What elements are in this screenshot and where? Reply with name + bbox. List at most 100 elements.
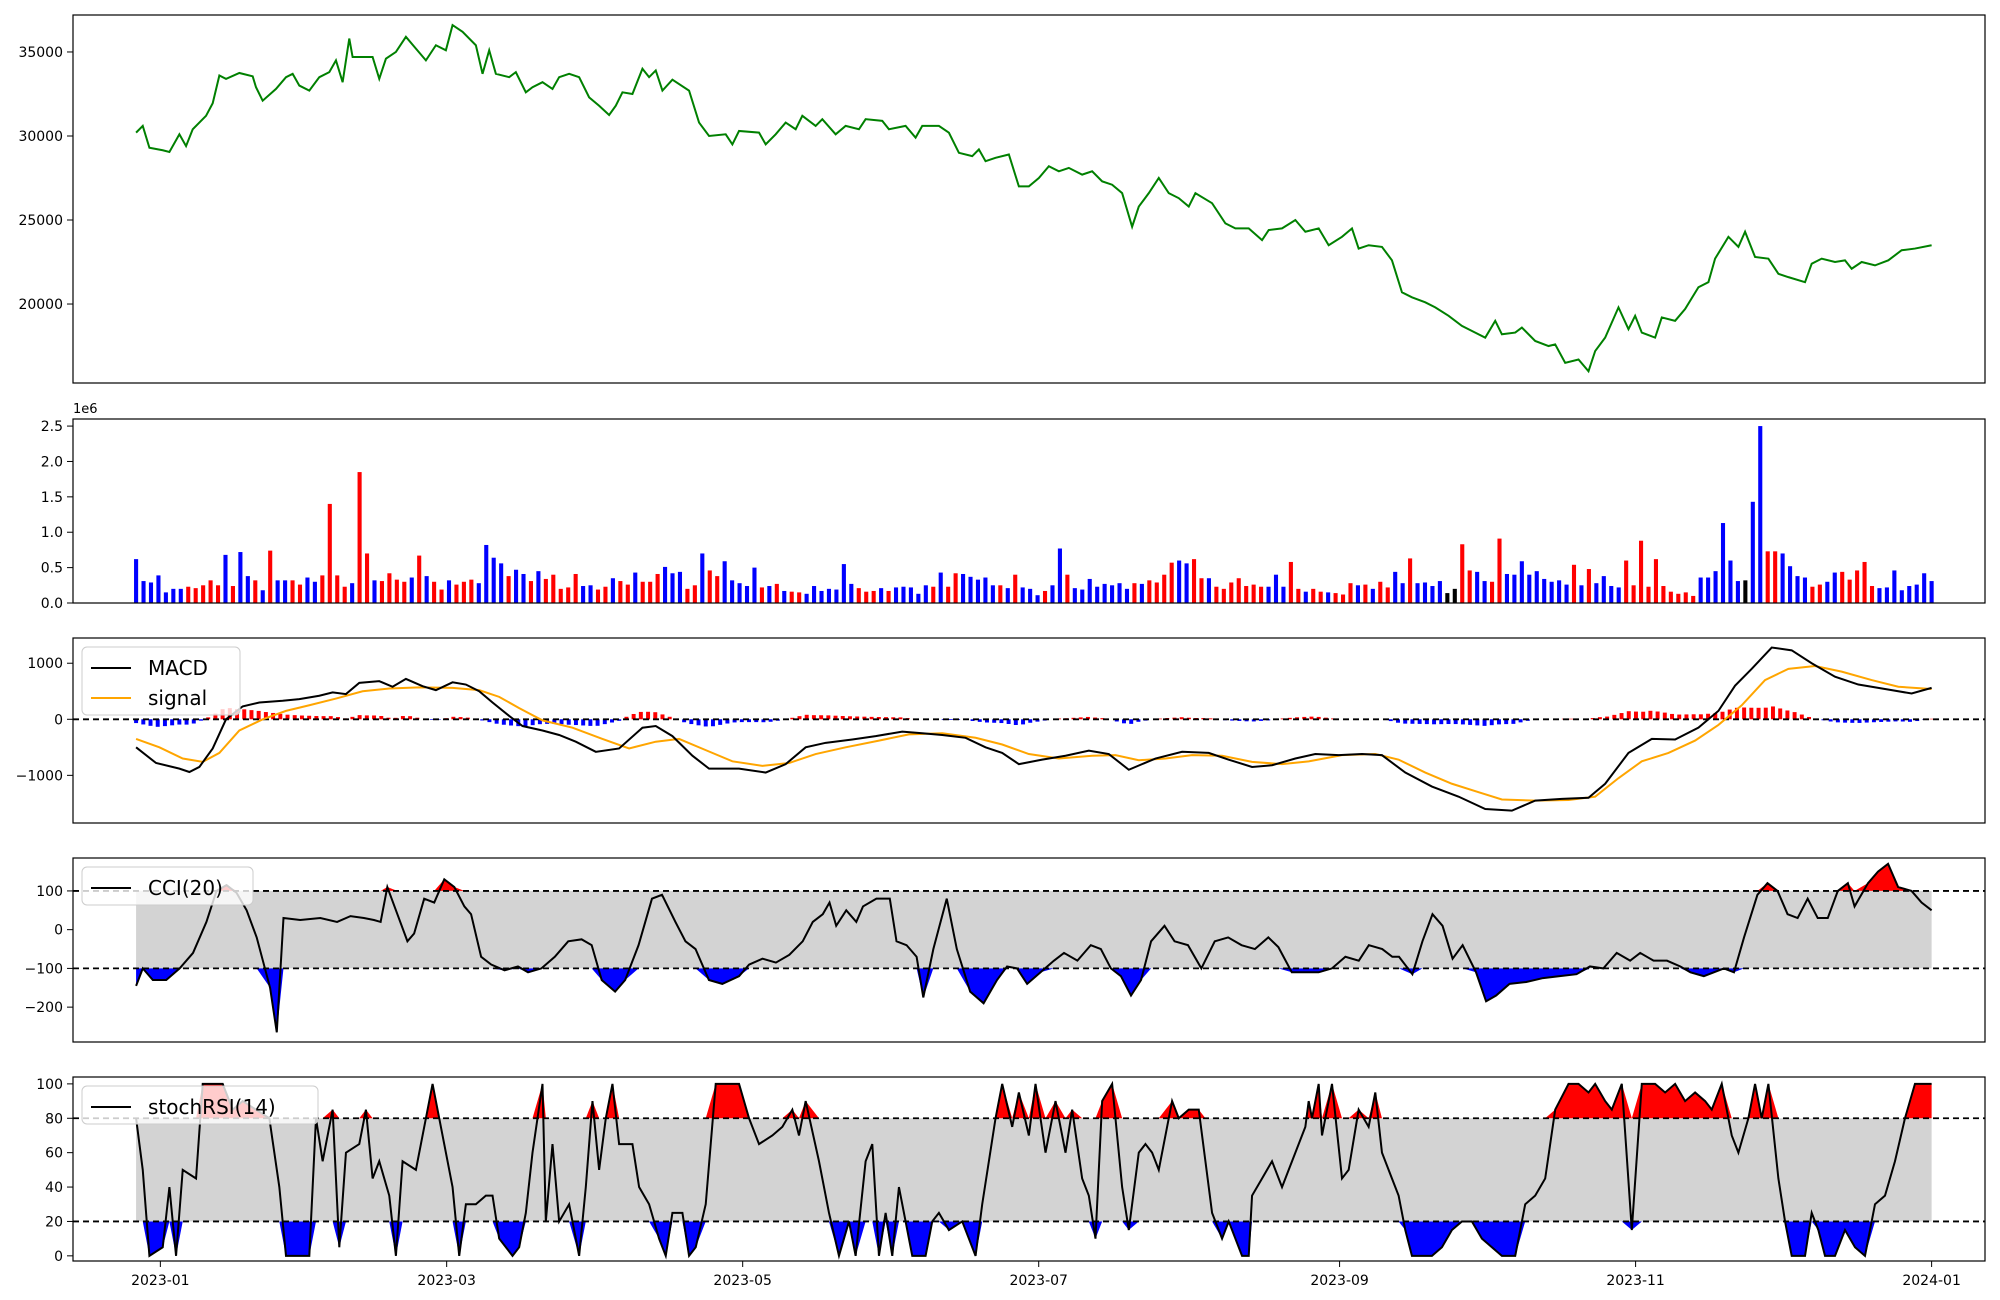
volume-bar [581, 586, 586, 603]
volume-bar [1393, 571, 1398, 603]
panel-stochrsi: 0 20 40 60 80 100 stochRSI(14) [36, 1076, 1986, 1265]
stochrsi-y-tick-label: 20 [45, 1214, 63, 1230]
macd-histogram-bar [566, 719, 571, 725]
macd-histogram-bar [790, 717, 795, 720]
stochrsi-y-tick-label: 60 [45, 1146, 63, 1162]
volume-bar [819, 590, 824, 603]
macd-histogram-bar [155, 719, 160, 727]
volume-bar [1788, 566, 1793, 603]
macd-histogram-bar [191, 719, 196, 724]
macd-histogram-bar [703, 719, 708, 727]
cci-y-tick-label: 0 [54, 923, 63, 939]
macd-histogram-bar [170, 719, 175, 726]
macd-histogram-bar [761, 719, 766, 723]
volume-bar [1296, 588, 1301, 603]
macd-histogram-bar [602, 719, 607, 725]
x-tick-label: 2023-05 [713, 1273, 772, 1289]
macd-histogram-bar [1785, 710, 1790, 720]
volume-bar [186, 586, 191, 603]
volume-bar [737, 583, 742, 603]
volume-bar [1311, 588, 1316, 603]
volume-bar [1728, 560, 1733, 603]
macd-histogram-bar [595, 719, 600, 726]
macd-histogram-bar [948, 719, 953, 720]
volume-bar [171, 588, 176, 603]
volume-bar [1571, 564, 1577, 603]
macd-histogram-bar [1662, 712, 1667, 720]
stochrsi-frame [72, 1076, 1986, 1262]
x-tick-label: 2023-01 [131, 1273, 190, 1289]
volume-bar [1162, 574, 1167, 603]
macd-histogram-bar [696, 719, 701, 726]
volume-bar [573, 573, 578, 603]
volume-bar [350, 583, 355, 603]
volume-bar [283, 580, 288, 603]
volume-bar [536, 571, 541, 603]
volume-bar [1422, 582, 1428, 603]
volume-bar [238, 552, 243, 603]
macd-histogram-bar [1684, 714, 1689, 720]
macd-histogram-bar [134, 719, 139, 724]
stochrsi-y-tick-label: 100 [36, 1077, 63, 1093]
volume-bar [677, 571, 683, 603]
macd-histogram-bar [1670, 713, 1675, 720]
volume-bar [767, 586, 772, 603]
macd-histogram-bar [429, 719, 434, 720]
macd-histogram-bar [624, 716, 629, 720]
volume-bar [1370, 588, 1375, 603]
macd-histogram-bar [1713, 713, 1718, 720]
x-tick-label: 2023-09 [1310, 1273, 1369, 1289]
macd-histogram-bar [1122, 719, 1126, 724]
macd-histogram-bar [328, 716, 333, 720]
volume-bar [744, 586, 750, 603]
volume-bar [364, 553, 370, 603]
x-tick-label: 2023-07 [1009, 1273, 1068, 1289]
volume-bar [1214, 586, 1219, 603]
macd-histogram-bar [1432, 719, 1437, 725]
macd-histogram-bar [559, 719, 564, 725]
macd-histogram-bar [898, 717, 903, 720]
volume-bar [1907, 586, 1912, 603]
volume-bar [1378, 581, 1383, 603]
volume-bar [1460, 544, 1465, 603]
volume-bar [1504, 573, 1509, 603]
volume-bar [1340, 594, 1346, 603]
volume-bar [1639, 540, 1644, 603]
volume-bar [1087, 578, 1092, 603]
macd-histogram-bar [689, 719, 694, 725]
volume-bar [826, 588, 832, 603]
macd-histogram-bar [862, 716, 867, 720]
volume-bar [484, 544, 489, 603]
volume-bar [640, 581, 645, 603]
volume-y-tick-label: 2.0 [41, 454, 63, 470]
macd-histogram-bar [1136, 719, 1141, 722]
macd-histogram-bar [573, 719, 578, 726]
macd-histogram-bar [501, 719, 506, 725]
macd-histogram-bar [199, 719, 203, 721]
volume-bar [886, 590, 891, 603]
volume-bar [1229, 582, 1234, 603]
volume-bar [1095, 586, 1100, 603]
volume-bar [335, 575, 340, 603]
volume-bar [1847, 579, 1852, 603]
volume-bar [1557, 580, 1562, 603]
macd-histogram-bar [1655, 711, 1660, 720]
macd-histogram-bar [1511, 719, 1516, 724]
volume-bar [372, 580, 377, 603]
volume-bar [1691, 595, 1696, 603]
volume-bar [1042, 590, 1048, 603]
volume-bar [208, 580, 213, 603]
volume-bar [774, 583, 779, 603]
volume-bar [1698, 577, 1703, 603]
macd-histogram-bar [847, 716, 852, 720]
macd-histogram-bar [999, 719, 1004, 724]
macd-histogram-bar [833, 715, 838, 720]
volume-bar [551, 574, 556, 603]
macd-histogram-bar [992, 719, 997, 723]
volume-bar [432, 581, 437, 603]
volume-bar [1110, 585, 1115, 603]
volume-bar [789, 591, 794, 603]
macd-histogram-bar [1114, 719, 1119, 722]
macd-histogram-bar [1302, 716, 1307, 720]
macd-histogram-bar [1886, 719, 1891, 722]
